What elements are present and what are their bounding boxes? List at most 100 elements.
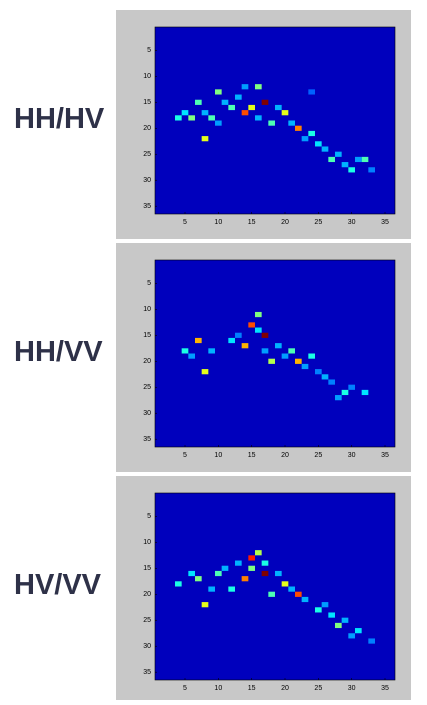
heatmap-cell xyxy=(241,84,249,90)
x-tick-label: 35 xyxy=(381,219,389,226)
heatmap-cell xyxy=(335,395,342,401)
heatmap-cell xyxy=(188,570,195,577)
x-tick-label: 15 xyxy=(248,452,256,459)
heatmap-cell xyxy=(328,612,335,618)
y-tick-label: 15 xyxy=(143,332,151,339)
heatmap-cell xyxy=(208,115,215,121)
x-tick-label: 20 xyxy=(281,452,289,459)
heatmap-cell xyxy=(241,343,249,349)
heatmap-cell xyxy=(201,602,209,608)
y-tick-label: 10 xyxy=(143,306,151,313)
heatmap-cell xyxy=(188,353,195,359)
panel-label: HH/HV xyxy=(14,103,105,135)
heatmap-cell xyxy=(235,94,242,100)
x-tick-label: 10 xyxy=(214,452,222,459)
heatmap-cell xyxy=(348,633,355,639)
heatmap-cell xyxy=(341,162,349,168)
heatmap-cell xyxy=(361,156,369,163)
x-tick-label: 20 xyxy=(281,685,289,692)
x-tick-label: 25 xyxy=(314,219,322,226)
heatmap-cell xyxy=(321,146,329,152)
heatmap-cell xyxy=(281,353,289,359)
heatmap-cell xyxy=(181,110,189,116)
heatmap-cell xyxy=(268,591,275,597)
heatmap-cell xyxy=(321,374,329,380)
heatmap-cell xyxy=(228,104,235,111)
heatmap-cell xyxy=(268,358,275,364)
heatmap-cell xyxy=(308,130,315,137)
heatmap-cell xyxy=(255,327,262,333)
y-tick-label: 35 xyxy=(143,436,151,443)
heatmap-cell xyxy=(241,110,249,116)
panel-label: HV/VV xyxy=(14,569,102,601)
heatmap-cell xyxy=(355,156,362,163)
heatmap-cell xyxy=(308,353,315,359)
heatmap-cell xyxy=(368,167,375,173)
x-tick-label: 10 xyxy=(214,219,222,226)
heatmap-cell xyxy=(301,363,309,370)
heatmap-cell xyxy=(175,115,182,121)
x-tick-label: 15 xyxy=(248,685,256,692)
heatmap-cell xyxy=(328,156,335,163)
plot-frame xyxy=(154,26,396,215)
y-tick-label: 30 xyxy=(143,410,151,417)
heatmap-cell xyxy=(208,348,215,354)
y-tick-label: 5 xyxy=(147,513,151,520)
x-tick-label: 35 xyxy=(381,685,389,692)
x-tick-label: 20 xyxy=(281,219,289,226)
y-tick-label: 25 xyxy=(143,384,151,391)
heatmap-cell xyxy=(255,550,262,556)
y-tick-label: 30 xyxy=(143,643,151,650)
heatmap-cell xyxy=(335,622,342,629)
heatmap-cell xyxy=(235,332,242,338)
y-tick-label: 20 xyxy=(143,591,151,598)
heatmap-cell xyxy=(328,379,335,385)
heatmap-cell xyxy=(308,89,315,95)
heatmap-cell xyxy=(255,115,262,121)
heatmap-cell xyxy=(348,384,355,390)
heatmap-cell xyxy=(288,586,295,592)
x-tick-label: 30 xyxy=(348,219,356,226)
heatmap-cell xyxy=(261,332,269,338)
heatmap-cell xyxy=(268,120,275,126)
heatmap-cell xyxy=(275,570,282,577)
heatmap-cell xyxy=(195,576,202,582)
heatmap-cell xyxy=(321,602,329,608)
y-tick-label: 20 xyxy=(143,125,151,132)
heatmap-cell xyxy=(315,607,322,613)
heatmap-cell xyxy=(181,348,189,354)
panel-label: HH/VV xyxy=(14,336,103,368)
heatmap-cell xyxy=(188,115,195,121)
heatmap-cell xyxy=(341,389,349,396)
heatmap-cell xyxy=(248,104,255,111)
heatmap-cell xyxy=(215,570,222,577)
heatmap-cell xyxy=(261,560,269,566)
y-tick-label: 10 xyxy=(143,539,151,546)
heatmap-cell xyxy=(315,141,322,147)
heatmap-cell xyxy=(228,586,235,592)
heatmap-cell xyxy=(348,167,355,173)
heatmap-background xyxy=(155,493,395,680)
y-tick-label: 5 xyxy=(147,47,151,54)
heatmap-cell xyxy=(341,617,349,623)
y-tick-label: 5 xyxy=(147,280,151,287)
heatmap-cell xyxy=(295,591,302,597)
heatmap-cell xyxy=(255,311,262,318)
heatmap-cell xyxy=(195,99,202,105)
heatmap-cell xyxy=(288,120,295,126)
heatmap-cell xyxy=(261,99,269,105)
heatmap-cell xyxy=(201,136,209,142)
heatmap-cell xyxy=(215,120,222,126)
heatmap-cell xyxy=(215,89,222,95)
heatmap-cell xyxy=(355,628,362,634)
x-tick-label: 30 xyxy=(348,452,356,459)
heatmap-cell xyxy=(175,581,182,587)
heatmap-cell xyxy=(208,586,215,592)
heatmap-cell xyxy=(261,348,269,354)
heatmap-cell xyxy=(248,322,255,328)
heatmap-cell xyxy=(201,110,209,116)
x-tick-label: 5 xyxy=(183,685,187,692)
heatmap-cell xyxy=(228,337,235,344)
x-tick-label: 25 xyxy=(314,685,322,692)
x-tick-label: 35 xyxy=(381,452,389,459)
